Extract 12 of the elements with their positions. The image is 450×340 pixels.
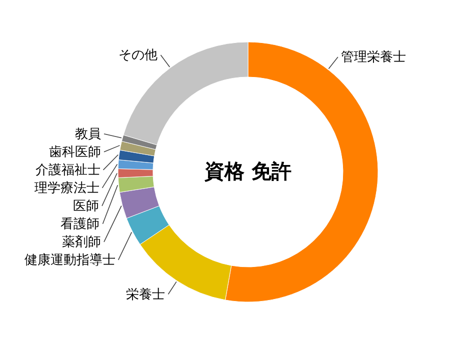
slice-label: 管理栄養士 bbox=[340, 50, 406, 65]
slice-label: 医師 bbox=[73, 198, 100, 214]
slice-label: 理学療法士 bbox=[34, 180, 100, 196]
slice-label: 栄養士 bbox=[126, 287, 166, 302]
slice-label: 看護師 bbox=[60, 216, 100, 232]
text: 資格 免許 bbox=[204, 159, 292, 183]
slice-label: 介護福祉士 bbox=[35, 162, 100, 178]
slice-label: 健康運動指導士 bbox=[24, 252, 116, 268]
slice-label: 教員 bbox=[75, 126, 101, 142]
slice-label: 薬剤師 bbox=[62, 234, 101, 250]
slice-label: 歯科医師 bbox=[49, 144, 101, 160]
slice-label: その他 bbox=[118, 48, 158, 63]
